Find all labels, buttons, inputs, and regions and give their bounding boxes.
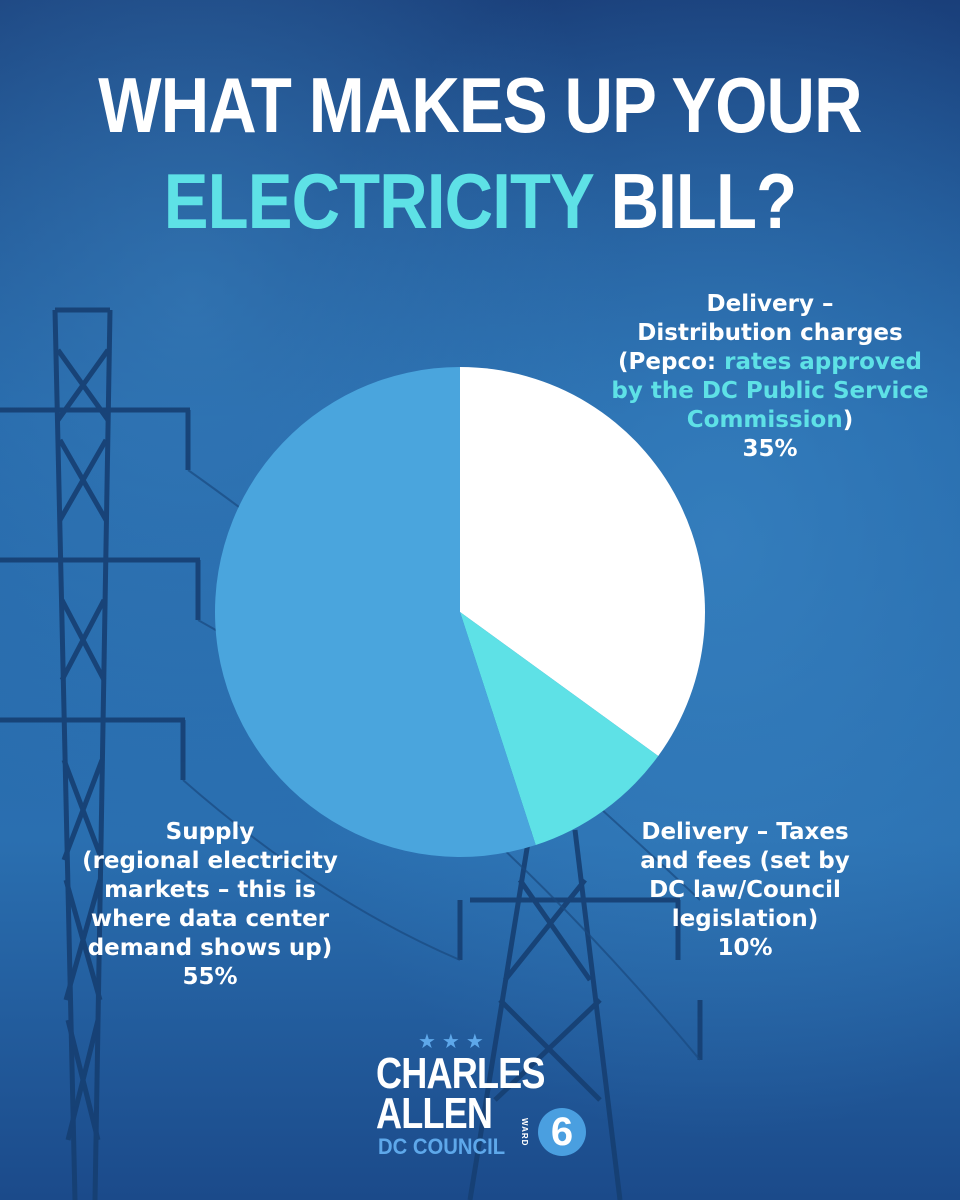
logo-name-last: ALLEN (376, 1089, 493, 1138)
label-distribution: Delivery – Distribution charges (Pepco: … (600, 290, 940, 464)
pie-slice-distribution (460, 367, 705, 757)
label-taxes-line: Delivery – Taxes (641, 819, 849, 845)
label-supply-line: where data center (90, 906, 330, 932)
label-taxes-percent: 10% (717, 935, 773, 961)
label-distribution-highlight: rates approved by the DC Public Service … (611, 349, 929, 433)
logo-ward-word: WARD (520, 1118, 529, 1147)
ward-badge-icon (538, 1108, 586, 1156)
label-supply-line: markets – this is (104, 877, 316, 903)
label-taxes-line: and fees (set by (640, 848, 850, 874)
page-title-line2: ELECTRICITY BILL? (67, 162, 893, 240)
label-distribution-percent: 35% (742, 436, 798, 462)
pie-slice-taxes (460, 612, 659, 846)
label-taxes: Delivery – Taxes and fees (set by DC law… (600, 818, 890, 963)
label-taxes-line: DC law/Council (649, 877, 841, 903)
label-distribution-line: Distribution charges (637, 320, 903, 346)
label-supply-line: demand shows up) (87, 935, 333, 961)
label-supply: Supply (regional electricity markets – t… (55, 818, 365, 992)
page-title-accent: ELECTRICITY (163, 157, 594, 245)
logo-ward-number: 6 (550, 1110, 574, 1154)
label-distribution-line: Delivery – (706, 291, 834, 317)
label-supply-percent: 55% (182, 964, 238, 990)
label-supply-line: (regional electricity (82, 848, 338, 874)
label-taxes-line: legislation) (671, 906, 819, 932)
logo-name-first: CHARLES (376, 1049, 545, 1098)
campaign-logo: ★★★ CHARLES ALLEN DC COUNCIL WARD 6 (370, 1030, 600, 1170)
pie-slice-supply (214, 367, 536, 858)
label-supply-line: Supply (165, 819, 255, 845)
label-distribution-detail: (Pepco: rates approved by the DC Public … (611, 349, 929, 433)
power-pylon-icon (0, 307, 703, 1200)
star-icon: ★★★ (418, 1029, 490, 1053)
logo-council: DC COUNCIL (378, 1134, 506, 1159)
page-title-line1: WHAT MAKES UP YOUR (98, 61, 862, 149)
page-title-rest: BILL? (610, 157, 798, 245)
